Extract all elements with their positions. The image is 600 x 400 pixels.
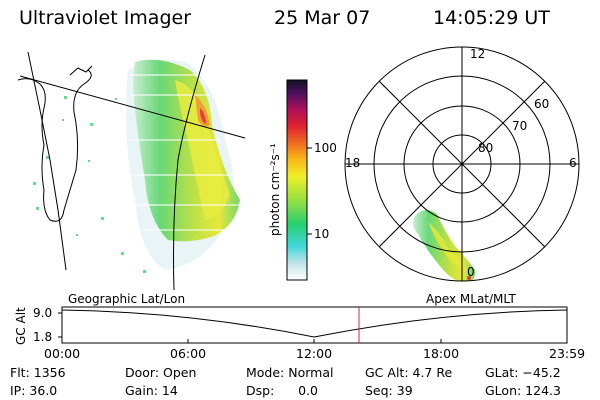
geographic-longitude: GLon: 124.3 [485, 383, 561, 398]
timeline-y-axis-title: GC Alt [14, 307, 28, 345]
ip-value: IP: 36.0 [10, 383, 58, 398]
mlat-label-80: 80 [478, 141, 494, 155]
mlt-label-noon: 12 [470, 47, 486, 61]
geographic-latitude: GLat: −45.2 [485, 365, 561, 380]
x-tick-0600: 06:00 [170, 346, 207, 361]
observation-date: 25 Mar 07 [274, 7, 371, 29]
x-tick-1200: 12:00 [296, 346, 333, 361]
door-status: Door: Open [125, 365, 197, 380]
colorbar-unit-label: photon cm⁻²s⁻¹ [268, 143, 282, 236]
apex-title: Apex MLat/MLT [426, 292, 516, 306]
y-tick-low: 1.8 [33, 330, 53, 344]
flight-number: Flt: 1356 [10, 365, 66, 380]
colorbar-tick-10: 10 [314, 227, 330, 241]
gc-altitude: GC Alt: 4.7 Re [365, 365, 453, 380]
gain-value: Gain: 14 [125, 383, 178, 398]
mode-status: Mode: Normal [246, 365, 334, 380]
sequence-number: Seq: 39 [365, 383, 413, 398]
mlt-label-midnight: 0 [467, 265, 475, 279]
x-tick-0000: 00:00 [44, 346, 81, 361]
mlat-label-60: 60 [534, 97, 550, 111]
polar-mlat-mlt-plot [344, 46, 580, 282]
mlt-label-dawn: 6 [569, 156, 577, 170]
colorbar [286, 79, 308, 281]
altitude-timeline [58, 306, 568, 344]
x-tick-2359: 23:59 [549, 346, 586, 361]
observation-time: 14:05:29 UT [433, 7, 550, 29]
colorbar-tick-100: 100 [314, 141, 337, 155]
x-tick-1800: 18:00 [423, 346, 460, 361]
mlat-label-70: 70 [512, 119, 528, 133]
geographic-projection-image [17, 52, 246, 290]
dsp-value: Dsp: 0.0 [246, 383, 319, 398]
geographic-title: Geographic Lat/Lon [68, 292, 186, 306]
instrument-title: Ultraviolet Imager [19, 7, 192, 29]
mlt-label-dusk: 18 [345, 156, 361, 170]
y-tick-high: 9.0 [33, 306, 53, 320]
